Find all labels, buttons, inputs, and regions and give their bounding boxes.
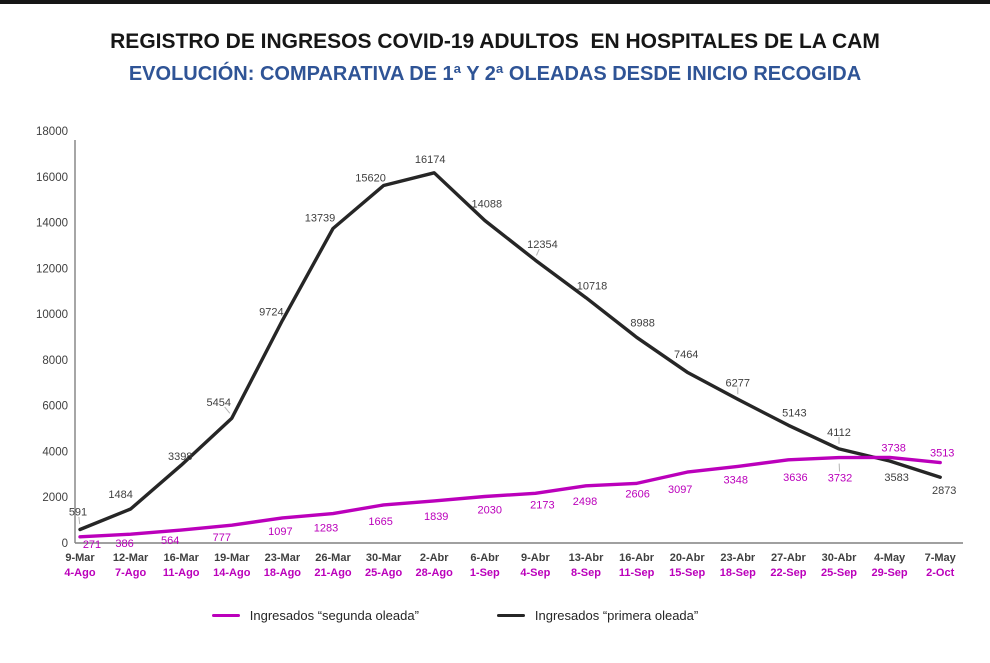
data-label-primera: 1484 <box>108 489 132 501</box>
x-tick-label-second-wave-date: 15-Sep <box>669 567 705 579</box>
data-label-segunda: 1097 <box>268 526 292 538</box>
data-label-segunda: 2030 <box>478 505 502 517</box>
x-tick-label-first-wave-date: 4-May <box>874 552 906 564</box>
data-label-segunda: 3097 <box>668 484 692 496</box>
x-tick-label-first-wave-date: 23-Mar <box>265 552 301 564</box>
x-tick-label-first-wave-date: 27-Abr <box>771 552 807 564</box>
y-tick-label: 18000 <box>36 126 68 138</box>
page-title: REGISTRO DE INGRESOS COVID-19 ADULTOS EN… <box>110 30 880 53</box>
x-tick-label-first-wave-date: 20-Abr <box>670 552 706 564</box>
data-label-segunda: 3348 <box>724 474 748 486</box>
data-label-primera: 3398 <box>168 451 192 463</box>
data-label-segunda: 777 <box>213 532 231 544</box>
data-label-primera: 6277 <box>726 377 750 389</box>
x-tick-label-first-wave-date: 9-Mar <box>65 552 95 564</box>
legend-item-primera-oleada: Ingresados “primera oleada” <box>496 608 699 623</box>
x-tick-label-second-wave-date: 22-Sep <box>770 567 806 579</box>
legend-item-segunda-oleada: Ingresados “segunda oleada” <box>211 608 419 623</box>
data-label-primera: 14088 <box>472 199 503 211</box>
y-tick-label: 10000 <box>36 309 68 321</box>
series-line-primera-oleada <box>78 171 942 532</box>
x-tick-label-second-wave-date: 4-Ago <box>64 567 95 579</box>
x-tick-label-first-wave-date: 6-Abr <box>470 552 499 564</box>
top-border-bar <box>0 0 990 4</box>
y-tick-label: 6000 <box>42 401 68 413</box>
x-tick-label-second-wave-date: 18-Ago <box>264 567 302 579</box>
x-tick-label-first-wave-date: 16-Abr <box>619 552 655 564</box>
data-label-primera: 2873 <box>932 485 956 497</box>
y-tick-label: 2000 <box>42 492 68 504</box>
data-label-segunda: 2606 <box>625 488 649 500</box>
x-tick-label-second-wave-date: 1-Sep <box>470 567 500 579</box>
x-tick-label-second-wave-date: 4-Sep <box>520 567 550 579</box>
x-tick-label-first-wave-date: 19-Mar <box>214 552 250 564</box>
data-label-segunda: 564 <box>161 535 179 547</box>
x-tick-label-first-wave-date: 30-Abr <box>822 552 858 564</box>
y-tick-label: 14000 <box>36 218 68 230</box>
data-label-primera: 8988 <box>630 317 654 329</box>
data-label-segunda: 1283 <box>314 523 338 535</box>
x-tick-label-second-wave-date: 14-Ago <box>213 567 251 579</box>
x-tick-label-second-wave-date: 7-Ago <box>115 567 146 579</box>
data-label-primera: 12354 <box>527 239 558 251</box>
data-label-primera: 5454 <box>207 397 231 409</box>
data-label-primera: 4112 <box>827 427 851 439</box>
data-label-segunda: 386 <box>115 538 133 550</box>
x-tick-label-first-wave-date: 7-May <box>925 552 957 564</box>
label-leader-line <box>224 406 231 414</box>
x-tick-label-first-wave-date: 16-Mar <box>163 552 199 564</box>
data-label-segunda: 1839 <box>424 511 448 523</box>
x-tick-label-second-wave-date: 18-Sep <box>720 567 756 579</box>
x-tick-label-second-wave-date: 2-Oct <box>926 567 954 579</box>
x-tick-label-first-wave-date: 2-Abr <box>420 552 449 564</box>
legend-label-segunda: Ingresados “segunda oleada” <box>249 608 419 623</box>
x-tick-label-first-wave-date: 9-Abr <box>521 552 550 564</box>
x-tick-label-first-wave-date: 26-Mar <box>315 552 351 564</box>
data-label-primera: 16174 <box>415 154 446 166</box>
x-tick-label-second-wave-date: 25-Sep <box>821 567 857 579</box>
data-label-segunda: 1665 <box>368 516 392 528</box>
data-label-segunda: 2498 <box>573 496 597 508</box>
data-label-primera: 13739 <box>305 213 336 225</box>
x-tick-label-second-wave-date: 29-Sep <box>872 567 908 579</box>
chart-legend: Ingresados “segunda oleada” Ingresados “… <box>0 608 910 623</box>
x-tick-label-first-wave-date: 23-Abr <box>720 552 756 564</box>
y-tick-label: 0 <box>62 538 68 550</box>
segunda-oleada-line-swatch-icon <box>211 614 240 617</box>
x-tick-label-second-wave-date: 11-Sep <box>619 567 655 579</box>
data-label-primera: 7464 <box>674 349 698 361</box>
data-label-primera: 15620 <box>355 172 386 184</box>
data-label-primera: 5143 <box>782 407 806 419</box>
x-tick-label-first-wave-date: 30-Mar <box>366 552 402 564</box>
label-leader-line <box>535 248 540 256</box>
x-tick-label-first-wave-date: 12-Mar <box>113 552 149 564</box>
y-tick-label: 4000 <box>42 446 68 458</box>
x-tick-label-first-wave-date: 13-Abr <box>569 552 605 564</box>
series-line-segunda-oleada <box>78 455 942 539</box>
y-tick-label: 8000 <box>42 355 68 367</box>
data-label-primera: 591 <box>69 506 87 518</box>
label-leader-line <box>78 516 81 525</box>
y-tick-label: 12000 <box>36 263 68 275</box>
data-label-primera: 10718 <box>577 281 608 293</box>
legend-label-primera: Ingresados “primera oleada” <box>534 608 699 623</box>
page-subtitle: EVOLUCIÓN: COMPARATIVA DE 1ª Y 2ª OLEADA… <box>128 63 862 85</box>
x-tick-label-second-wave-date: 11-Ago <box>163 567 200 579</box>
data-label-segunda: 3738 <box>881 442 905 454</box>
x-tick-label-second-wave-date: 28-Ago <box>416 567 454 579</box>
x-tick-label-second-wave-date: 21-Ago <box>314 567 352 579</box>
x-tick-label-second-wave-date: 25-Ago <box>365 567 403 579</box>
data-label-segunda: 3732 <box>828 473 852 485</box>
data-label-segunda: 3636 <box>783 472 807 484</box>
data-label-primera: 9724 <box>259 306 283 318</box>
data-label-segunda: 3513 <box>930 448 954 460</box>
data-label-segunda: 2173 <box>530 499 554 511</box>
data-label-segunda: 271 <box>83 539 101 551</box>
x-tick-label-second-wave-date: 8-Sep <box>571 567 601 579</box>
y-tick-label: 16000 <box>36 172 68 184</box>
data-label-primera: 3583 <box>884 472 908 484</box>
primera-oleada-line-swatch-icon <box>496 614 525 617</box>
